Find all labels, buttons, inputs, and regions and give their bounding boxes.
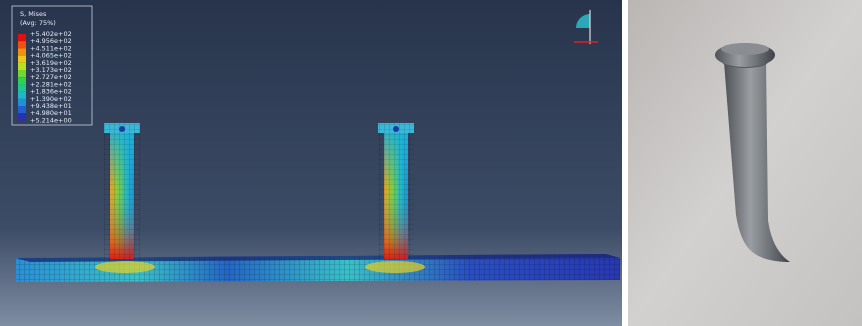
legend-title: S, Mises: [20, 10, 47, 18]
page: {"legend": {"title": "S, Mises", "subtit…: [0, 0, 862, 326]
legend-swatch: [18, 48, 26, 55]
legend-swatch: [18, 34, 26, 41]
legend-swatch: [18, 99, 26, 106]
stud-left: [104, 123, 140, 259]
legend-swatch: [18, 77, 26, 84]
figure: S, Mises (Avg: 75%) +5.402e+02+4.956e+02…: [0, 0, 862, 326]
legend-swatch: [18, 41, 26, 48]
legend-swatch: [18, 92, 26, 99]
legend-swatch: [18, 56, 26, 63]
legend-swatch: [18, 63, 26, 70]
stud-right: [378, 123, 414, 259]
legend-swatch: [18, 84, 26, 91]
legend-subtitle: (Avg: 75%): [20, 19, 56, 27]
legend-swatch: [18, 70, 26, 77]
hotspot: [365, 261, 425, 273]
hotspot: [95, 261, 155, 273]
legend-swatch: [18, 113, 26, 120]
legend-label: +5.214e+00: [30, 116, 72, 124]
legend-swatch: [18, 106, 26, 113]
